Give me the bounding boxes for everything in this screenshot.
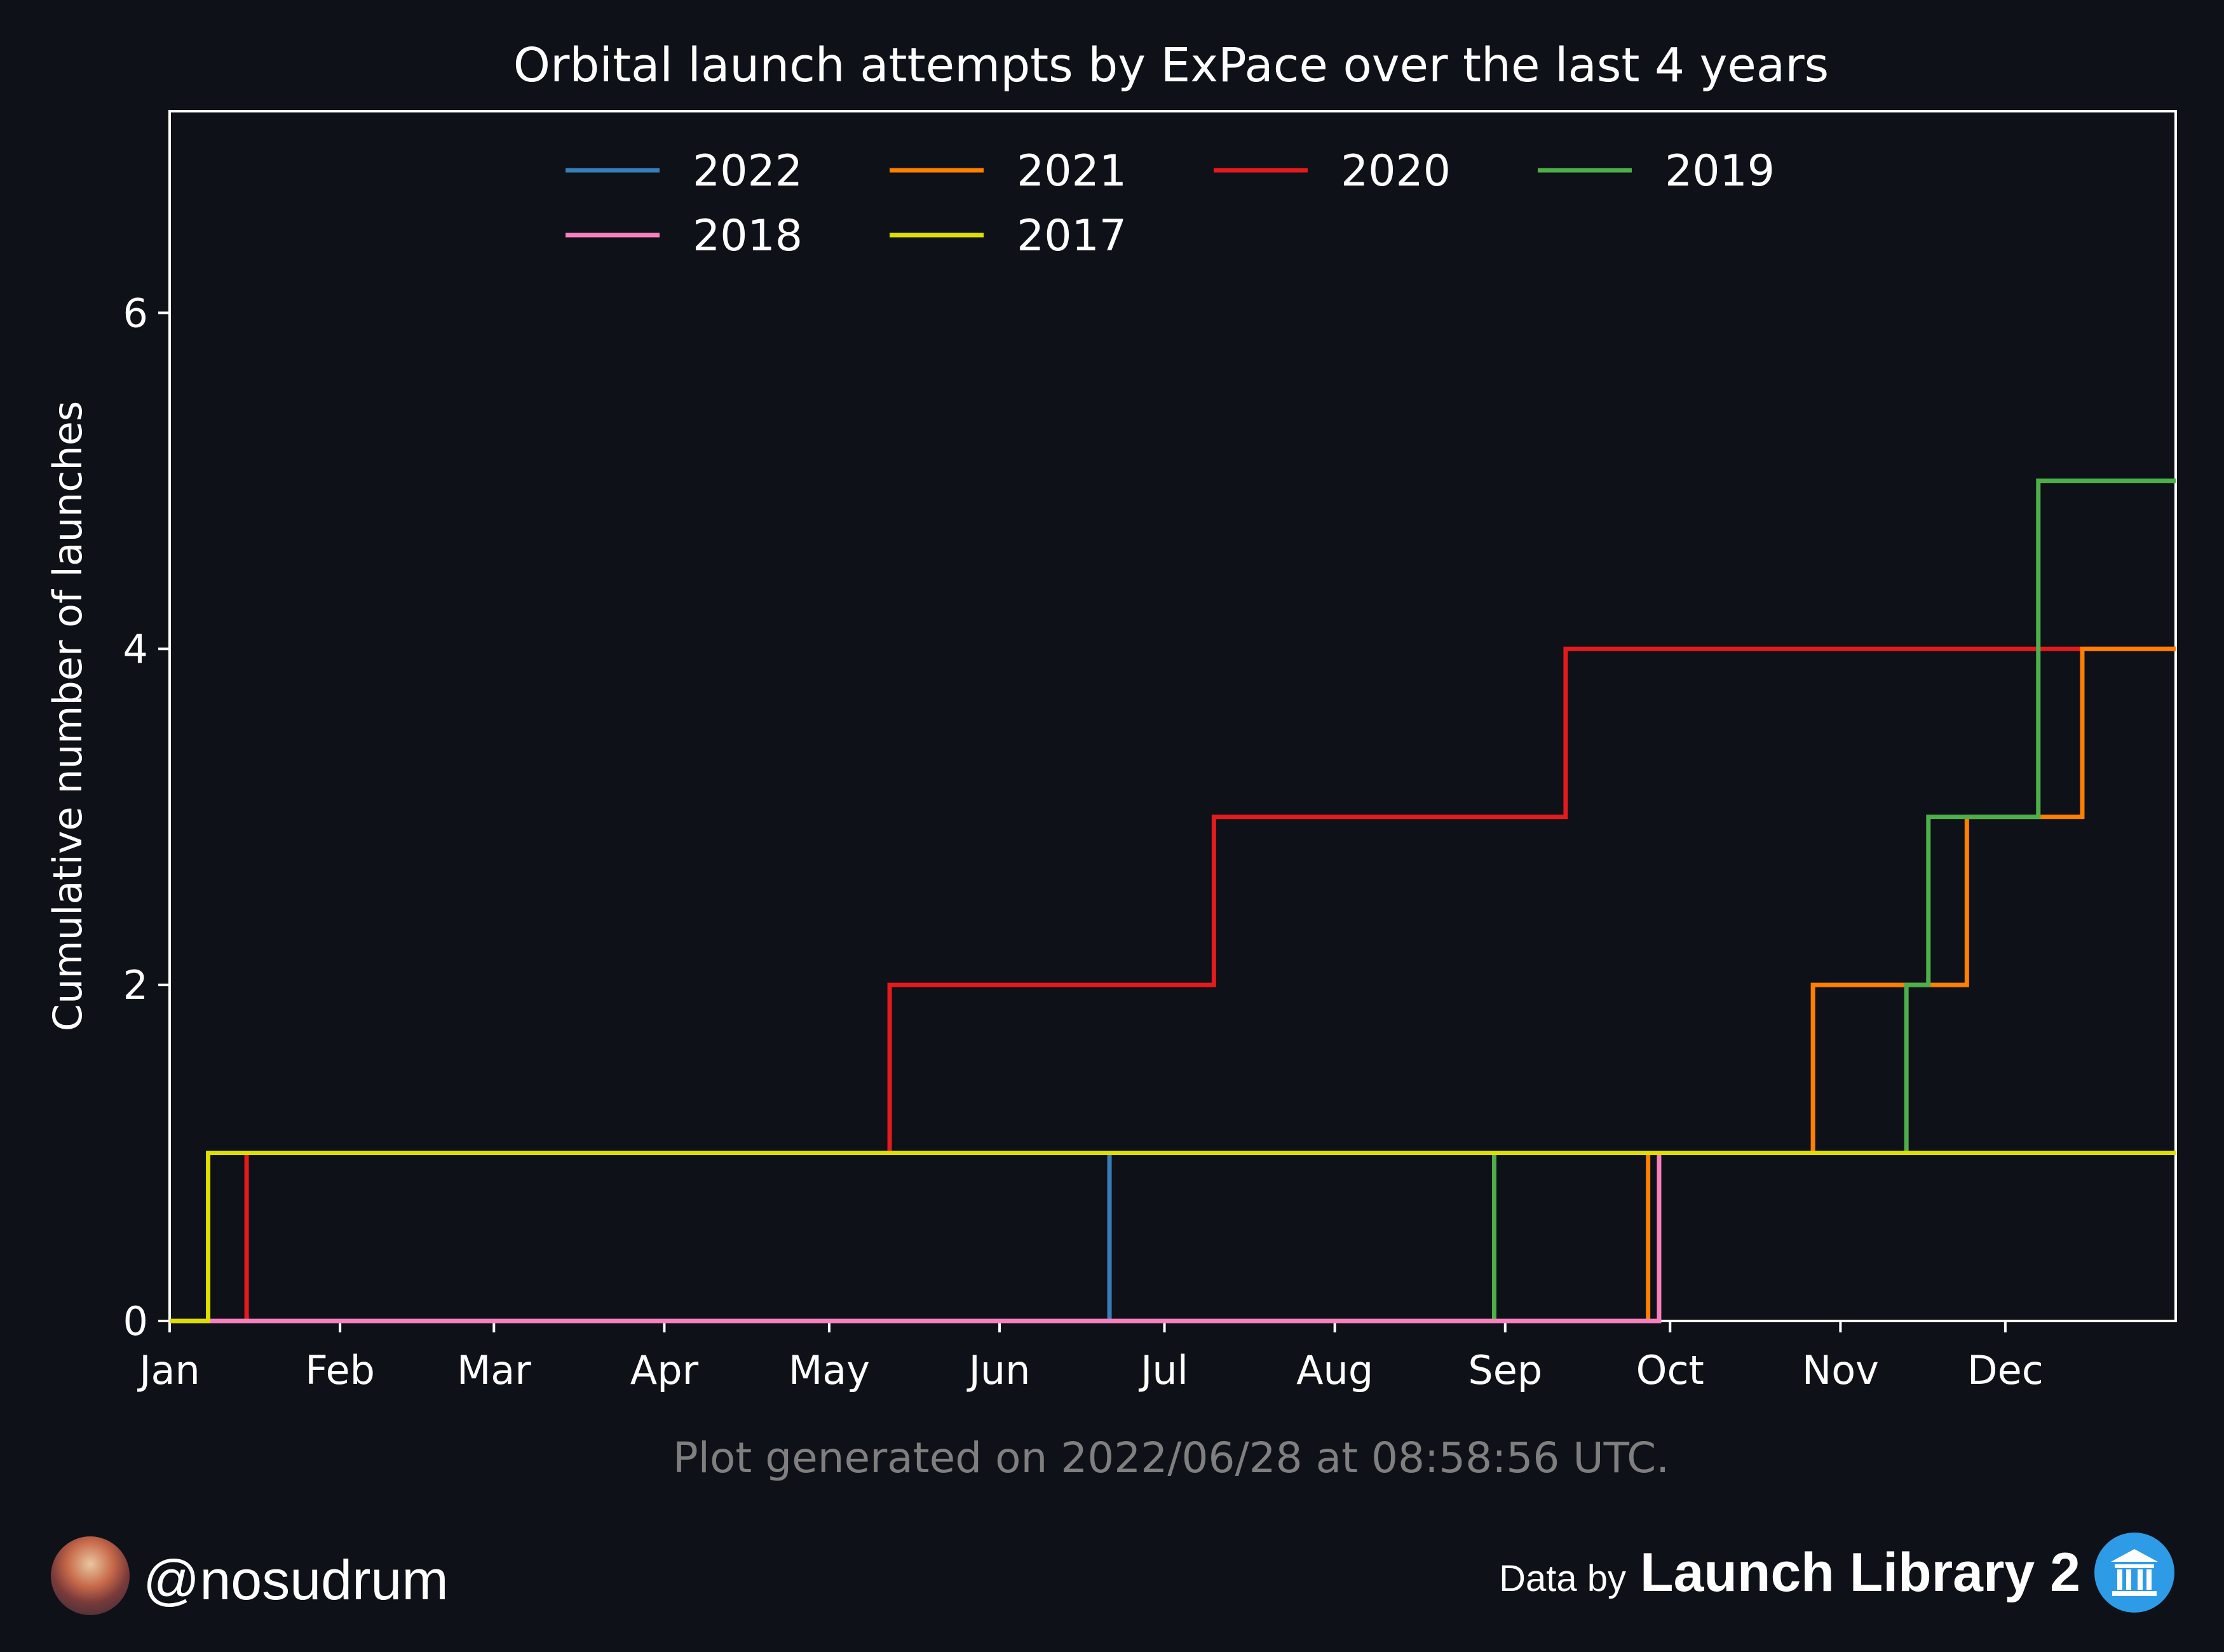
chart-title: Orbital launch attempts by ExPace over t…: [513, 38, 1829, 93]
series-line-2020: [170, 646, 2176, 1324]
x-tick-label: Aug: [1296, 1347, 1373, 1393]
series-line-2021: [170, 646, 2176, 1324]
legend-label-2021: 2021: [1017, 146, 1127, 196]
plot-area: [168, 110, 2177, 1322]
credit-prefix: Data by: [1499, 1557, 1627, 1599]
legend-label-2017: 2017: [1017, 211, 1127, 261]
x-tick-label: Jun: [966, 1347, 1031, 1393]
series-line-2022: [170, 1151, 1148, 1324]
y-tick-label: 0: [123, 1298, 148, 1344]
series-line-2018: [170, 1151, 2176, 1324]
y-axis: 0 2 4 6: [123, 290, 170, 1344]
generated-note: Plot generated on 2022/06/28 at 08:58:56…: [673, 1433, 1669, 1482]
x-tick-label: Feb: [305, 1347, 375, 1393]
x-tick-label: Jul: [1138, 1347, 1188, 1393]
y-tick-label: 2: [123, 962, 148, 1008]
series-lines: [170, 478, 2176, 1324]
x-tick-label: Nov: [1802, 1347, 1879, 1393]
x-tick-label: Oct: [1636, 1347, 1704, 1393]
x-tick-label: Apr: [630, 1347, 699, 1393]
data-credit: Data by Launch Library 2: [1499, 1533, 2174, 1613]
legend-label-2020: 2020: [1341, 146, 1451, 196]
legend-label-2019: 2019: [1665, 146, 1775, 196]
legend-label-2018: 2018: [693, 211, 803, 261]
x-tick-label: Mar: [457, 1347, 531, 1393]
legend: 2022 2021 2020 2019 2018 2017: [566, 146, 1775, 261]
author-handle: @nosudrum: [143, 1548, 449, 1611]
x-tick-label: Jan: [137, 1347, 200, 1393]
x-tick-label: May: [789, 1347, 870, 1393]
y-tick-label: 4: [123, 626, 148, 672]
credit-brand: Launch Library 2: [1640, 1541, 2080, 1603]
x-tick-label: Dec: [1967, 1347, 2044, 1393]
astronaut-avatar: [51, 1536, 130, 1615]
series-line-2017: [170, 1151, 2176, 1324]
y-tick-label: 6: [123, 290, 148, 336]
y-axis-label: Cumulative number of launches: [44, 401, 91, 1031]
x-tick-label: Sep: [1468, 1347, 1542, 1393]
series-line-2019: [170, 478, 2176, 1324]
x-axis: Jan Feb Mar Apr May Jun Jul Aug Sep Oct Nov Dec: [137, 1321, 2044, 1393]
launch-library-logo-icon: [2094, 1533, 2174, 1613]
legend-label-2022: 2022: [693, 146, 803, 196]
